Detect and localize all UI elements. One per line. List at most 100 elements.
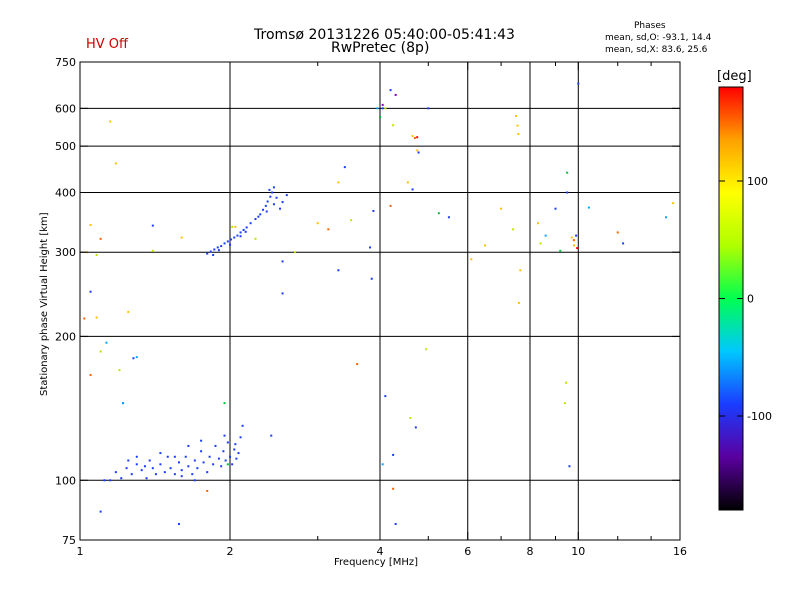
data-point [95, 254, 98, 257]
data-point [394, 93, 397, 96]
data-point [566, 171, 569, 174]
data-point [233, 236, 236, 239]
data-point [417, 151, 420, 154]
y-tick-label: 500 [55, 140, 76, 153]
data-point [180, 469, 183, 472]
data-point [264, 204, 267, 207]
data-point [217, 249, 220, 252]
data-point [173, 455, 176, 458]
data-point [145, 477, 148, 480]
data-point [166, 455, 169, 458]
data-point [151, 224, 154, 227]
data-point [231, 463, 234, 466]
data-point [516, 124, 519, 127]
data-point [180, 236, 183, 239]
colorbar-tick-label: -100 [747, 410, 772, 423]
data-point [616, 231, 619, 234]
data-point [209, 250, 212, 253]
x-tick-label: 4 [377, 545, 384, 558]
data-point [587, 206, 590, 209]
data-point [554, 207, 557, 210]
data-point [241, 424, 244, 427]
data-point [519, 269, 522, 272]
data-point [515, 115, 518, 118]
data-point [384, 107, 387, 110]
data-point [236, 234, 239, 237]
data-point [105, 341, 108, 344]
data-point [223, 402, 226, 405]
data-point [239, 436, 242, 439]
data-point [135, 356, 138, 359]
data-point [566, 191, 569, 194]
data-point [392, 487, 395, 490]
chart-title: Tromsø 20131226 05:40:00-05:41:43 [254, 27, 515, 43]
data-point [151, 249, 154, 252]
data-point [217, 457, 220, 460]
data-point [169, 467, 172, 470]
stats-heading: Phases [634, 21, 666, 31]
data-point [392, 124, 395, 127]
y-tick-label: 100 [55, 474, 76, 487]
data-point [570, 236, 573, 239]
data-point [376, 107, 379, 110]
data-point [208, 455, 211, 458]
data-point [163, 471, 166, 474]
data-point [484, 244, 487, 247]
data-point [109, 120, 112, 123]
x-tick-label: 2 [227, 545, 234, 558]
data-point [447, 216, 450, 219]
data-point [114, 162, 117, 165]
data-point [572, 239, 575, 242]
data-point [193, 479, 196, 482]
x-tick-label: 8 [527, 545, 534, 558]
data-point [563, 402, 566, 405]
data-point [262, 208, 265, 211]
data-point [212, 254, 215, 257]
data-point [214, 444, 217, 447]
data-point [213, 248, 216, 251]
chart-subtitle: RwPretec (8p) [331, 40, 430, 56]
data-point [140, 469, 143, 472]
data-point [270, 434, 273, 437]
data-point [220, 465, 223, 468]
y-tick-label: 400 [55, 186, 76, 199]
data-point [568, 465, 571, 468]
data-point [151, 467, 154, 470]
data-point [285, 194, 288, 197]
data-point [200, 439, 203, 442]
data-point [109, 479, 112, 482]
data-point [622, 242, 625, 245]
data-point [135, 463, 138, 466]
y-tick-label: 750 [55, 56, 76, 69]
data-point [193, 459, 196, 462]
data-point [202, 461, 205, 464]
data-point [512, 228, 515, 231]
data-point [89, 290, 92, 293]
data-point [425, 348, 428, 351]
data-point [281, 292, 284, 295]
data-point [239, 231, 242, 234]
data-point [226, 240, 229, 243]
data-point [411, 135, 414, 138]
data-point [327, 228, 330, 231]
data-point [343, 166, 346, 169]
data-point [411, 188, 414, 191]
data-point [235, 457, 238, 460]
data-point [234, 443, 237, 446]
data-point [381, 463, 384, 466]
data-point [337, 181, 340, 184]
data-point [416, 136, 419, 139]
data-point [206, 252, 209, 255]
data-point [259, 213, 262, 216]
data-point [279, 207, 282, 210]
axis-ticks: 1 2 4 6 8 10 16 75 100 200 300 400 500 600 750 [55, 56, 687, 558]
data-point [271, 191, 274, 194]
data-point [392, 453, 395, 456]
data-point [517, 133, 520, 136]
data-point [384, 395, 387, 398]
data-point [154, 473, 157, 476]
data-point [437, 212, 440, 215]
data-point [293, 251, 296, 254]
data-point [381, 107, 384, 110]
data-point [369, 246, 372, 249]
